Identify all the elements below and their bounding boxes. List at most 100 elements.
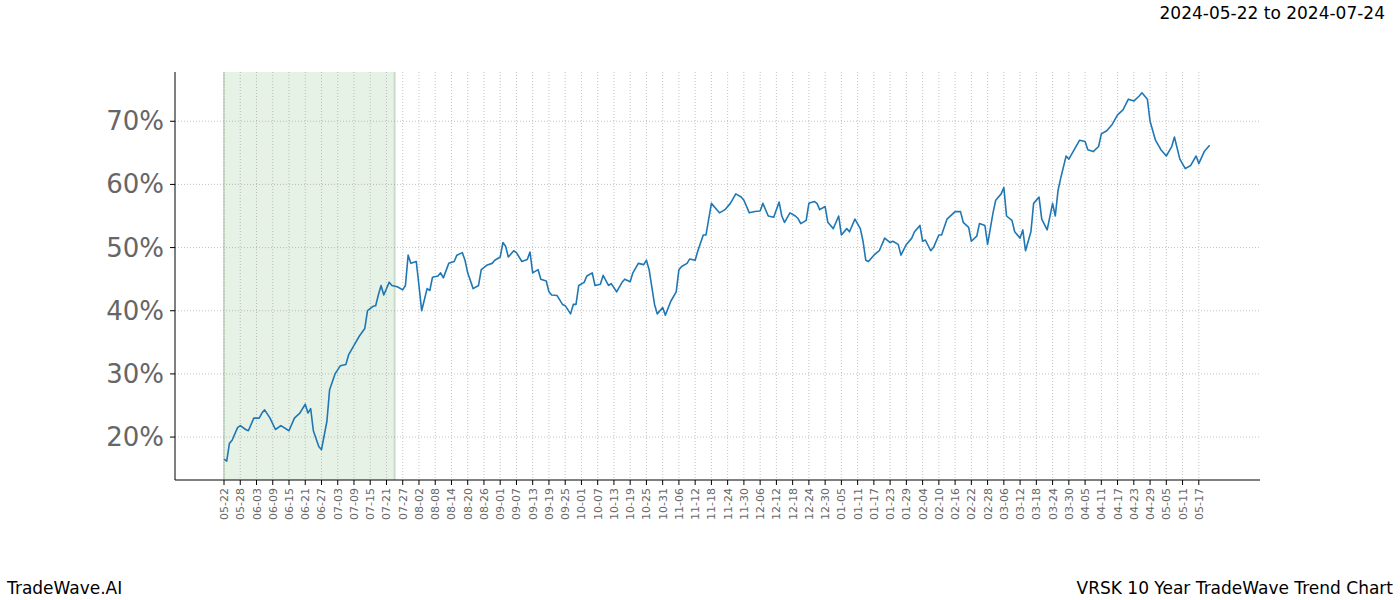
x-tick-label: 09-07 <box>510 488 523 520</box>
chart: 20%30%40%50%60%70%05-2205-2806-0306-0906… <box>0 0 1400 600</box>
x-tick <box>987 480 988 485</box>
x-tick-label: 01-29 <box>900 488 913 520</box>
grid-line <box>353 72 354 480</box>
x-tick-label: 07-21 <box>380 488 393 520</box>
grid-line <box>841 72 842 480</box>
grid-line <box>922 72 923 480</box>
grid-line <box>1036 72 1037 480</box>
x-tick <box>1052 480 1053 485</box>
x-tick-label: 08-14 <box>445 488 458 520</box>
grid-line <box>1003 72 1004 480</box>
x-tick-label: 07-15 <box>364 488 377 520</box>
grid-line <box>890 72 891 480</box>
x-tick-label: 09-13 <box>527 488 540 520</box>
grid-line <box>532 72 533 480</box>
y-tick <box>170 121 175 122</box>
x-tick-label: 04-29 <box>1144 488 1157 520</box>
grid-line <box>240 72 241 480</box>
x-tick-label: 11-24 <box>722 488 735 520</box>
x-tick-label: 01-11 <box>852 488 865 520</box>
x-tick <box>1085 480 1086 485</box>
series-group <box>224 93 1210 461</box>
x-tick-label: 07-27 <box>397 488 410 520</box>
grid-line <box>597 72 598 480</box>
x-tick <box>630 480 631 485</box>
grid-line <box>224 72 225 480</box>
footer-right: VRSK 10 Year TradeWave Trend Chart <box>1077 578 1394 598</box>
x-tick-label: 01-17 <box>868 488 881 520</box>
grid-line <box>305 72 306 480</box>
x-tick-label: 06-15 <box>283 488 296 520</box>
x-tick <box>483 480 484 485</box>
x-tick-label: 06-27 <box>315 488 328 520</box>
x-tick-label: 06-03 <box>251 488 264 520</box>
y-tick-label: 60% <box>106 169 164 199</box>
x-tick <box>662 480 663 485</box>
x-tick-label: 08-08 <box>429 488 442 520</box>
x-tick <box>256 480 257 485</box>
grid-line <box>175 184 1260 185</box>
grid-line <box>402 72 403 480</box>
x-tick-label: 01-23 <box>884 488 897 520</box>
x-tick-label: 03-06 <box>998 488 1011 520</box>
x-tick <box>1101 480 1102 485</box>
x-tick <box>1020 480 1021 485</box>
x-tick <box>1150 480 1151 485</box>
x-tick-label: 03-18 <box>1030 488 1043 520</box>
x-tick-label: 02-22 <box>965 488 978 520</box>
grid-line <box>565 72 566 480</box>
x-tick-label: 02-10 <box>933 488 946 520</box>
x-tick <box>873 480 874 485</box>
grid-line <box>938 72 939 480</box>
grid-line <box>1085 72 1086 480</box>
x-tick-label: 01-05 <box>835 488 848 520</box>
x-tick <box>1117 480 1118 485</box>
x-tick <box>467 480 468 485</box>
y-tick <box>170 310 175 311</box>
grid-line <box>386 72 387 480</box>
x-tick <box>597 480 598 485</box>
x-tick-label: 02-16 <box>949 488 962 520</box>
grid-line <box>906 72 907 480</box>
x-tick-label: 02-28 <box>982 488 995 520</box>
x-tick <box>792 480 793 485</box>
grid-line <box>1068 72 1069 480</box>
x-tick <box>1003 480 1004 485</box>
y-tick <box>170 373 175 374</box>
x-tick <box>337 480 338 485</box>
x-tick-label: 12-12 <box>770 488 783 520</box>
x-tick <box>906 480 907 485</box>
x-tick <box>743 480 744 485</box>
y-tick <box>170 437 175 438</box>
x-tick <box>890 480 891 485</box>
x-tick <box>224 480 225 485</box>
x-tick <box>1182 480 1183 485</box>
grid-line <box>516 72 517 480</box>
shaded-range <box>224 72 395 480</box>
x-tick <box>808 480 809 485</box>
grid-line <box>760 72 761 480</box>
x-tick-label: 12-30 <box>819 488 832 520</box>
grid-line <box>500 72 501 480</box>
background <box>0 0 1400 600</box>
grid-line <box>175 373 1260 374</box>
grid-line <box>662 72 663 480</box>
grid-line <box>1117 72 1118 480</box>
x-tick-label: 08-02 <box>413 488 426 520</box>
x-tick-label: 11-30 <box>738 488 751 520</box>
x-tick <box>613 480 614 485</box>
y-tick-label: 50% <box>106 233 164 263</box>
grid-line <box>955 72 956 480</box>
x-tick <box>272 480 273 485</box>
x-tick-label: 06-21 <box>299 488 312 520</box>
x-tick <box>548 480 549 485</box>
x-tick <box>825 480 826 485</box>
x-tick-label: 12-24 <box>803 488 816 520</box>
x-tick-label: 05-05 <box>1160 488 1173 520</box>
y-tick-label: 20% <box>106 422 164 452</box>
title: 2024-05-22 to 2024-07-24 <box>1160 3 1385 23</box>
grid-line <box>581 72 582 480</box>
x-tick-label: 03-24 <box>1047 488 1060 520</box>
x-tick <box>321 480 322 485</box>
x-tick <box>678 480 679 485</box>
